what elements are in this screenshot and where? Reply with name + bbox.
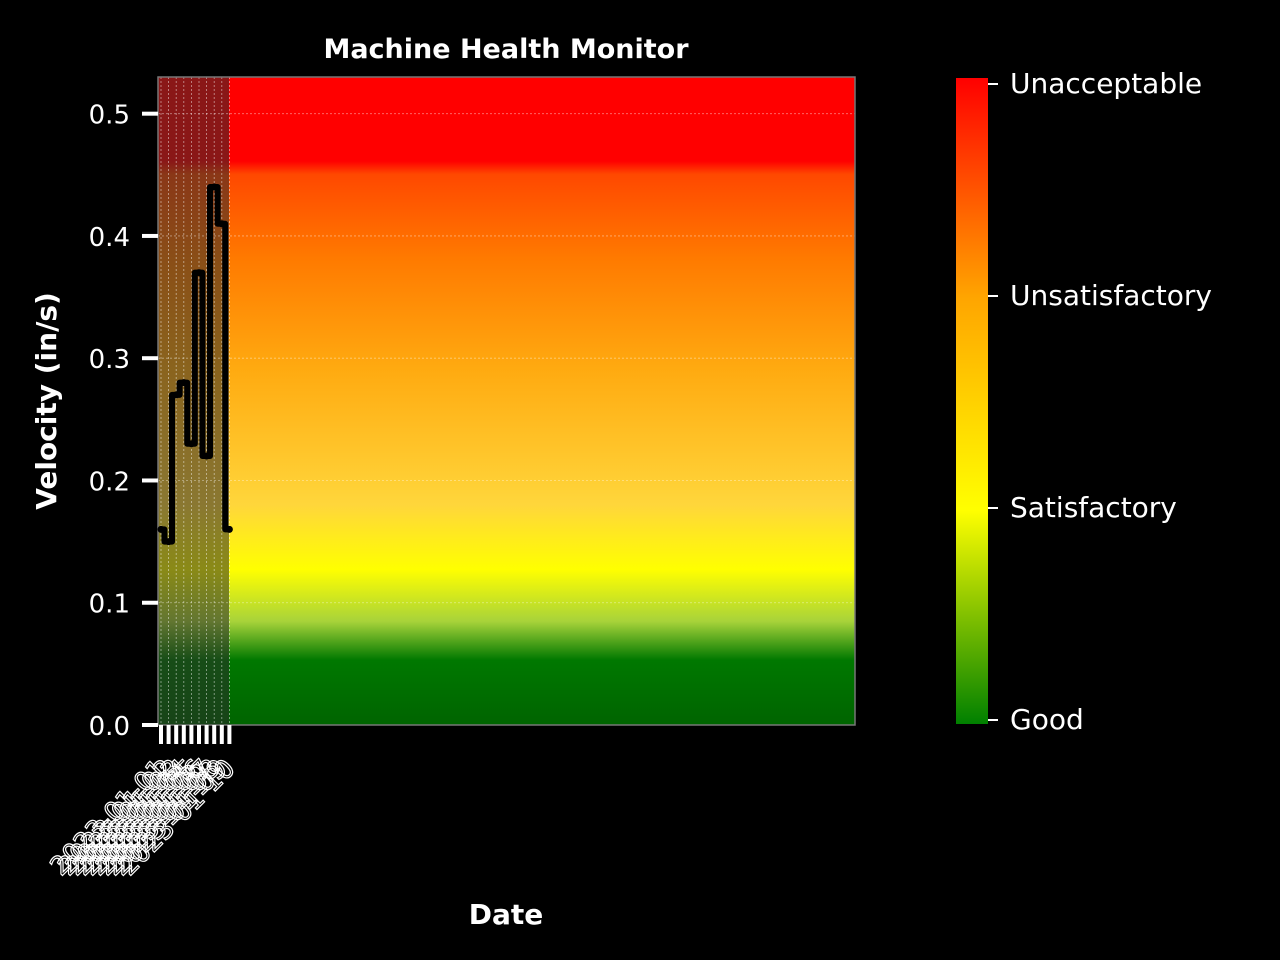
y-axis: 0.0 0.1 0.2 0.3 0.4 0.5 [89, 101, 158, 742]
y-tick-label: 0.1 [89, 590, 130, 620]
colorbar-label: Satisfactory [1010, 491, 1177, 524]
data-point [210, 183, 218, 191]
data-point [172, 391, 180, 399]
y-axis-label: Velocity (in/s) [30, 292, 63, 510]
data-point [180, 379, 188, 387]
colorbar [956, 78, 988, 724]
colorbar-label: Unacceptable [1010, 67, 1202, 100]
y-tick-label: 0.0 [89, 712, 130, 742]
colorbar-ticks: Good Satisfactory Unsatisfactory Unacceptab… [988, 67, 1212, 736]
data-point [165, 538, 173, 546]
plot-frame [157, 76, 856, 726]
colorbar-label: Good [1010, 703, 1084, 736]
data-point [225, 525, 233, 533]
data-point [187, 440, 195, 448]
y-tick-label: 0.2 [89, 467, 130, 497]
grid-lines [158, 77, 855, 725]
y-tick-label: 0.4 [89, 223, 130, 253]
y-tick-label: 0.5 [89, 101, 130, 131]
x-axis: 2023-01-012023-01-022023-01-032023-01-04… [44, 725, 242, 882]
data-point [203, 452, 211, 460]
x-axis-label: Date [469, 898, 544, 931]
colorbar-label: Unsatisfactory [1010, 279, 1212, 312]
chart-title: Machine Health Monitor [323, 34, 689, 65]
y-tick-label: 0.3 [89, 345, 130, 375]
plot-background [158, 77, 855, 725]
series-layer [157, 183, 233, 546]
data-point [195, 269, 203, 277]
data-point [218, 220, 226, 228]
series-line [158, 184, 233, 545]
data-point [157, 525, 165, 533]
